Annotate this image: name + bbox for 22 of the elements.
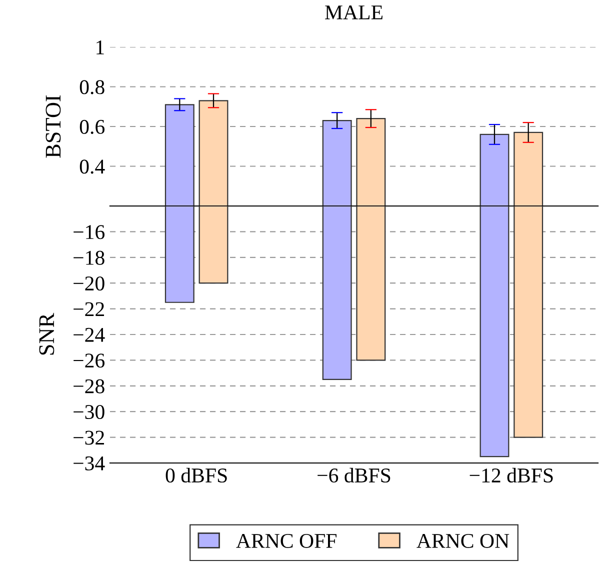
- chart-title: MALE: [325, 5, 382, 20]
- y-tick-label: −24: [74, 328, 105, 342]
- y-tick-label: −28: [74, 379, 104, 394]
- legend-label: ARNC OFF: [236, 534, 336, 548]
- y-tick-label: 1: [96, 40, 104, 54]
- y-tick-label: −32: [74, 430, 104, 445]
- y-tick-label: −26: [74, 354, 105, 368]
- y-tick-label: −30: [74, 404, 104, 420]
- x-tick-label: −6 dBFS: [318, 468, 390, 483]
- y-tick-label: −18: [74, 250, 104, 265]
- y-tick-label: 0.6: [80, 120, 105, 134]
- y-tick-label: 0.4: [80, 160, 105, 174]
- legend-label: ARNC ON: [416, 534, 510, 548]
- y-axis-title: SNR: [39, 312, 54, 355]
- y-tick-label: −22: [74, 302, 104, 316]
- y-tick-label: −34: [74, 456, 105, 470]
- y-tick-label: −20: [74, 276, 104, 291]
- y-tick-label: −16: [74, 225, 105, 240]
- x-tick-label: 0 dBFS: [166, 468, 227, 483]
- y-tick-label: 0.8: [80, 80, 104, 94]
- y-axis-title: BSTOI: [46, 95, 61, 158]
- x-tick-label: −12 dBFS: [470, 468, 553, 483]
